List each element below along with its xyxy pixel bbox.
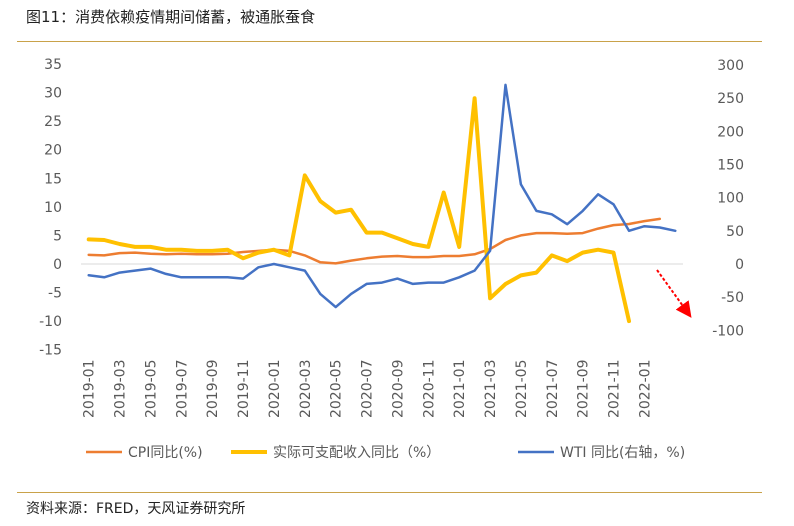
cpi-series-line bbox=[87, 217, 662, 265]
source-note: 资料来源：FRED，天风证券研究所 bbox=[26, 501, 246, 517]
left-tick-label: 35 bbox=[44, 57, 62, 73]
left-tick-label: 0 bbox=[53, 257, 62, 273]
income-series-line bbox=[86, 96, 631, 324]
arrow-annotation bbox=[656, 269, 692, 318]
right-tick-label: -100 bbox=[712, 323, 744, 339]
x-tick-label: 2021-11 bbox=[607, 360, 623, 419]
chart-legend: CPI同比(%) 实际可支配收入同比（%） WTI 同比(右轴，%) bbox=[86, 445, 685, 461]
left-tick-label: 15 bbox=[44, 171, 62, 187]
right-tick-label: 50 bbox=[726, 224, 744, 240]
legend-label: WTI 同比(右轴，%) bbox=[560, 445, 685, 461]
x-tick-label: 2021-09 bbox=[576, 360, 592, 419]
left-tick-label: -10 bbox=[39, 314, 62, 330]
x-tick-label: 2020-03 bbox=[298, 360, 314, 419]
x-tick-label: 2020-07 bbox=[360, 360, 376, 419]
x-tick-label: 2021-07 bbox=[545, 360, 561, 419]
right-axis-ticks: -100 -50 0 50 100 150 200 250 300 bbox=[712, 58, 744, 339]
left-tick-label: 25 bbox=[44, 114, 62, 130]
left-axis-ticks: -15 -10 -5 0 5 10 15 20 25 30 35 bbox=[39, 57, 62, 359]
x-tick-label: 2022-01 bbox=[637, 360, 653, 419]
x-tick-label: 2019-07 bbox=[174, 360, 190, 419]
left-tick-label: 30 bbox=[44, 86, 62, 102]
right-tick-label: 100 bbox=[717, 191, 744, 207]
x-axis-ticks: 2019-01 2019-03 2019-05 2019-07 2019-09 2019-… bbox=[82, 360, 654, 419]
wti-series-line bbox=[87, 83, 677, 309]
x-tick-label: 2019-09 bbox=[205, 360, 221, 419]
x-tick-label: 2020-05 bbox=[329, 360, 345, 419]
title-divider bbox=[17, 41, 762, 42]
x-tick-label: 2021-03 bbox=[483, 360, 499, 419]
legend-item-income: 实际可支配收入同比（%） bbox=[231, 445, 440, 461]
left-tick-label: 20 bbox=[44, 143, 62, 159]
x-tick-label: 2020-09 bbox=[390, 360, 406, 419]
right-tick-label: 150 bbox=[717, 158, 744, 174]
left-tick-label: -15 bbox=[39, 343, 62, 359]
series-layer bbox=[86, 83, 677, 324]
right-tick-label: 250 bbox=[717, 91, 744, 107]
x-tick-label: 2019-05 bbox=[143, 360, 159, 419]
legend-label: CPI同比(%) bbox=[128, 445, 203, 461]
right-tick-label: 200 bbox=[717, 124, 744, 140]
x-tick-label: 2019-03 bbox=[113, 360, 129, 419]
right-tick-label: -50 bbox=[721, 290, 744, 306]
decline-arrow bbox=[656, 269, 692, 318]
x-tick-label: 2019-01 bbox=[82, 360, 98, 419]
x-tick-label: 2021-05 bbox=[514, 360, 530, 419]
legend-item-wti: WTI 同比(右轴，%) bbox=[518, 445, 685, 461]
left-tick-label: 5 bbox=[53, 228, 62, 244]
chart-title: 图11：消费依赖疫情期间储蓄，被通胀蚕食 bbox=[26, 8, 316, 26]
x-tick-label: 2020-11 bbox=[421, 360, 437, 419]
source-divider bbox=[17, 492, 762, 493]
left-tick-label: -5 bbox=[48, 286, 62, 302]
x-tick-label: 2020-01 bbox=[267, 360, 283, 419]
right-tick-label: 300 bbox=[717, 58, 744, 74]
x-tick-label: 2019-11 bbox=[236, 360, 252, 419]
right-tick-label: 0 bbox=[735, 257, 744, 273]
legend-label: 实际可支配收入同比（%） bbox=[273, 445, 440, 461]
legend-item-cpi: CPI同比(%) bbox=[86, 445, 203, 461]
x-tick-label: 2021-01 bbox=[452, 360, 468, 418]
left-tick-label: 10 bbox=[44, 200, 62, 216]
